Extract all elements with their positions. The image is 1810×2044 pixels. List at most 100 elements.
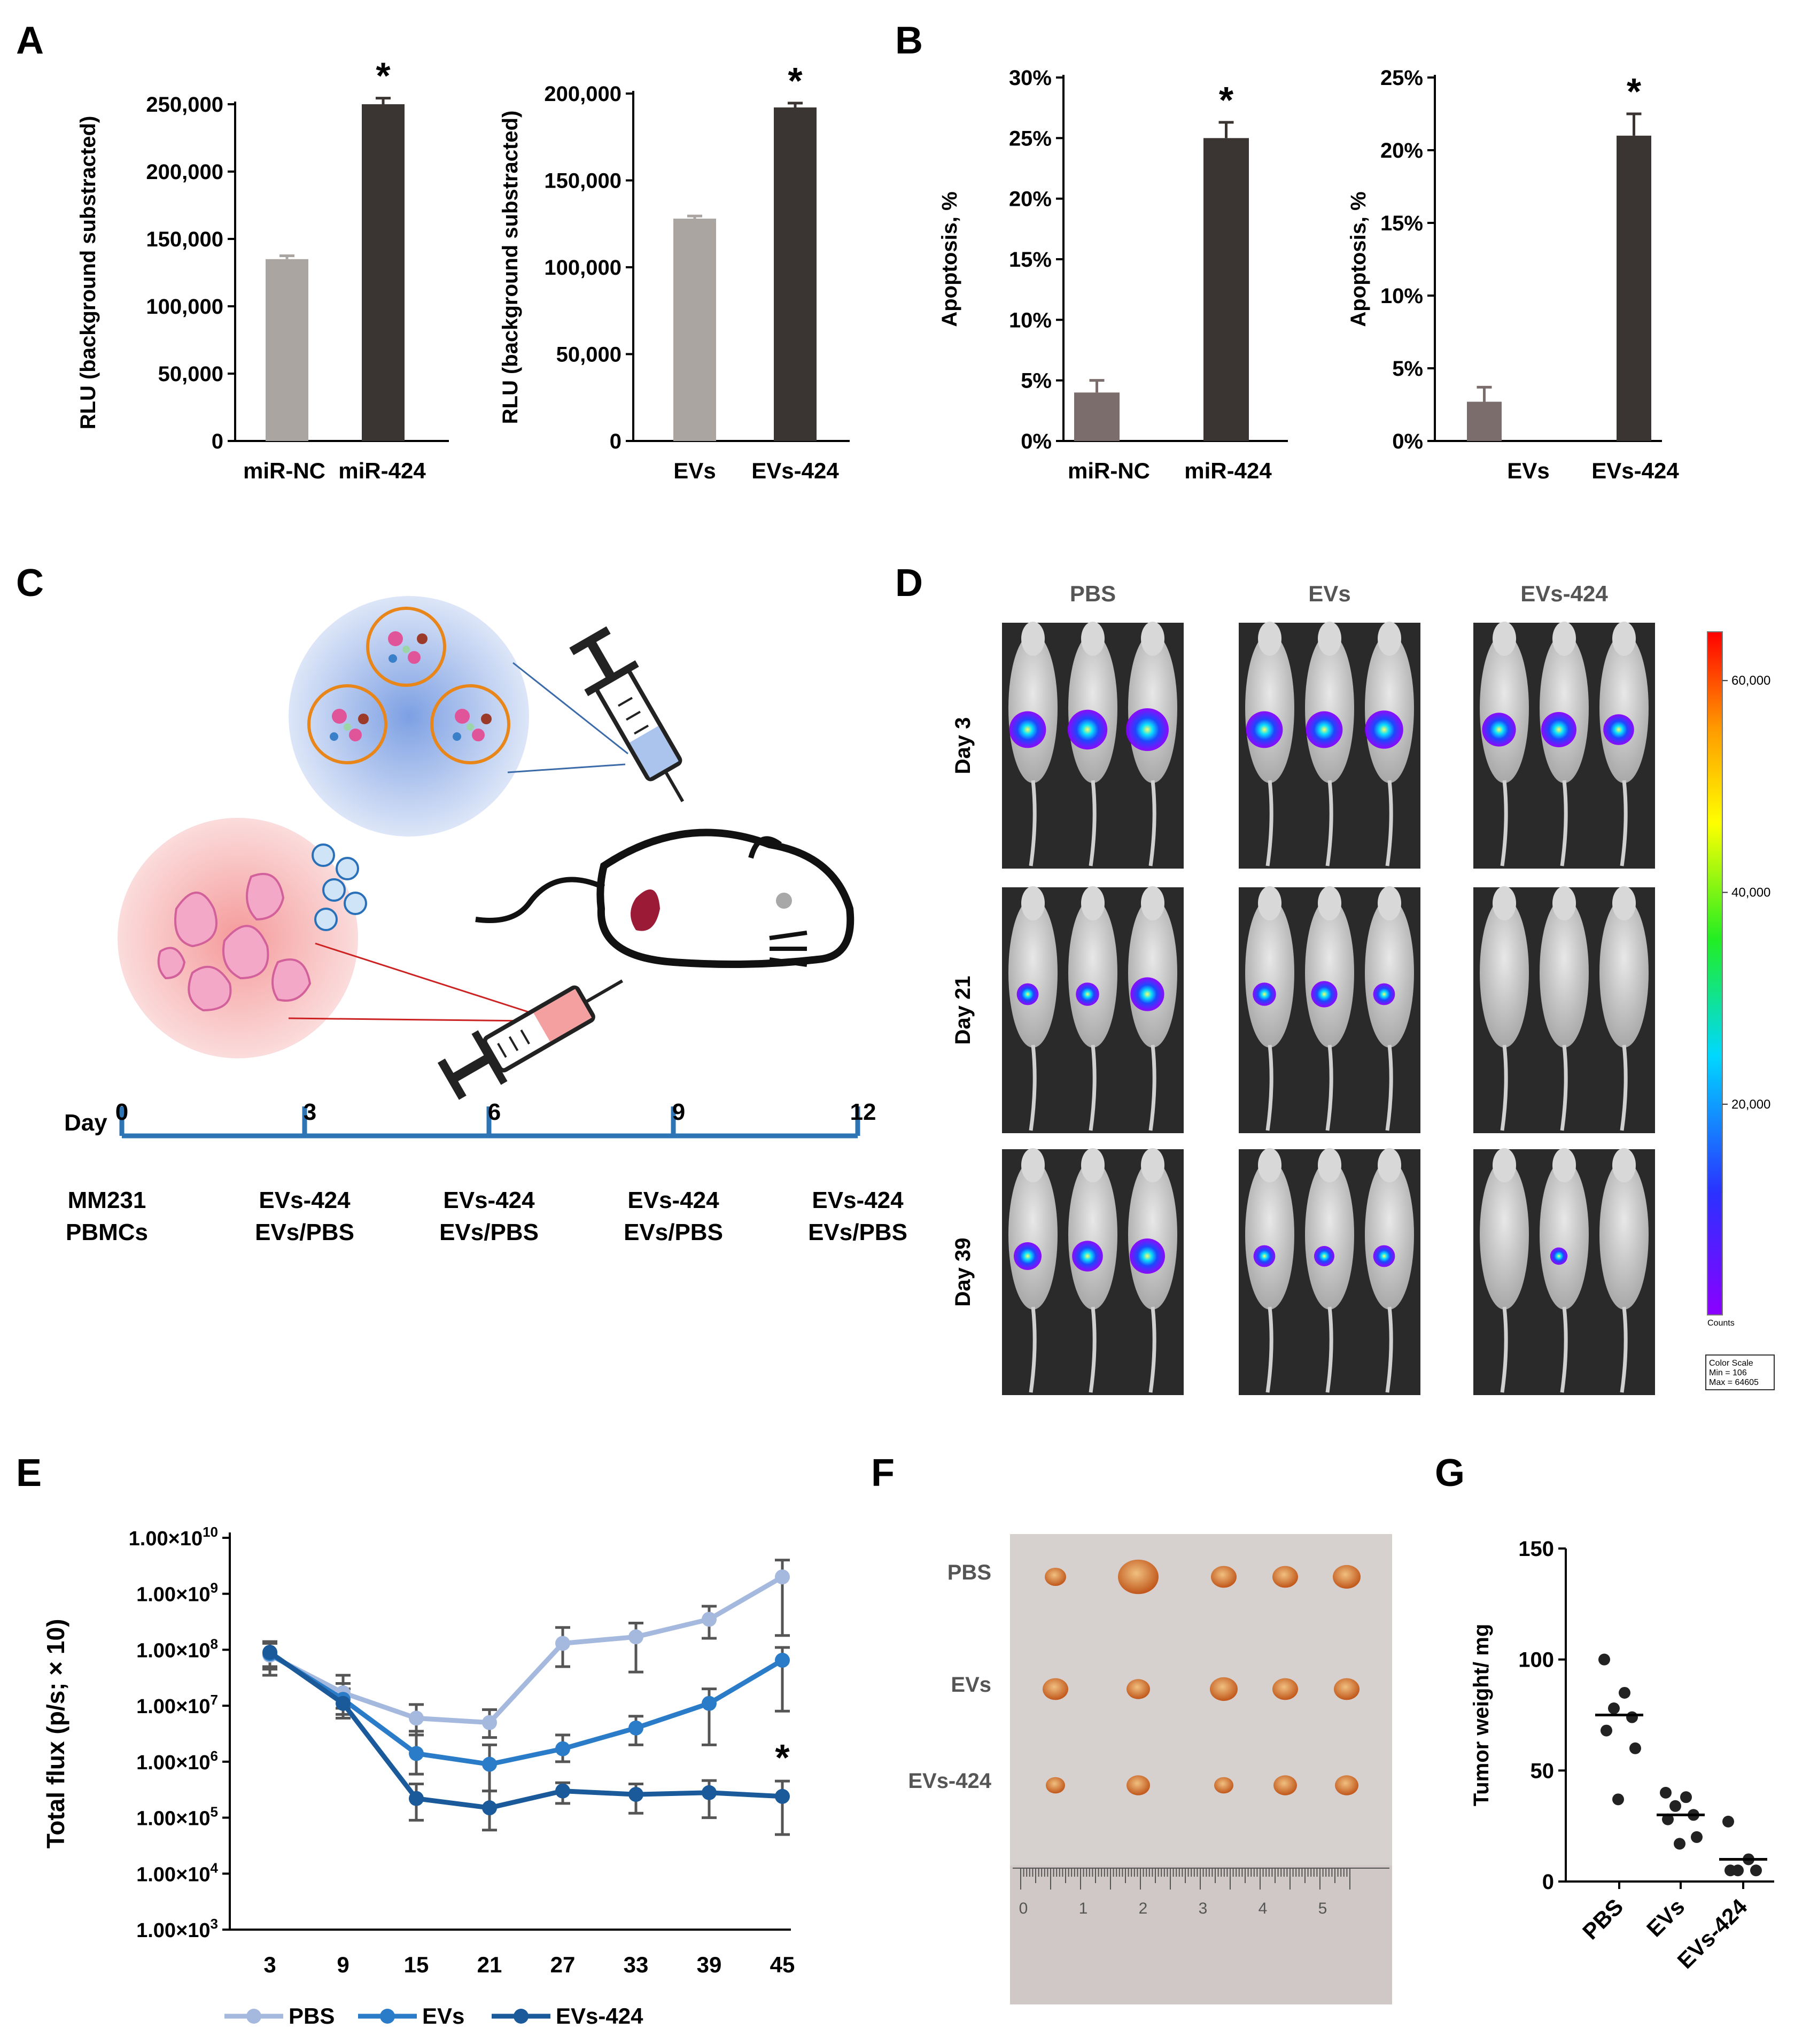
mouse-head [1081,622,1105,656]
imaging-column-label: EVs-424 [1520,581,1608,606]
x-tick-label: EVs [1642,1894,1689,1941]
timeline-event-label: MM231 [68,1187,146,1213]
y-axis-label: Apoptosis, % [1347,191,1370,327]
tumor [1045,1568,1066,1586]
y-axis-label: Tumor weight/ mg [1470,1624,1493,1806]
series-line [268,1652,784,1767]
luminescence-signal [1541,712,1576,747]
panel-f-tumor-photo: PBS EVs EVs-424 0 1 2 3 4 5 [908,1534,1392,2004]
mouse-head [1141,886,1164,920]
timeline-event-label: EVs-424 [259,1187,351,1213]
mouse-head [1081,1148,1105,1182]
mouse-head [1493,886,1516,920]
timeline-event-label: PBMCs [66,1219,148,1245]
legend-marker [246,2009,261,2024]
mouse-head [1258,622,1281,656]
timeline-event-label: EVs/PBS [439,1219,539,1245]
tumor [1210,1677,1238,1701]
x-tick-label: miR-NC [1068,458,1150,483]
x-tick-label: EVs-424 [751,458,839,483]
mouse-tail [1265,780,1273,866]
ruler-number: 4 [1259,1900,1268,1917]
luminescence-signal [1311,981,1338,1008]
panel-label-d: D [895,562,923,605]
tumor [1127,1679,1150,1699]
mouse-tail [1029,1044,1037,1131]
mouse-head [1612,1148,1636,1182]
mouse-silhouette [1480,898,1529,1048]
luminescence-signal [1130,1238,1165,1274]
mouse-silhouette [1365,898,1414,1048]
y-tick-label: 0% [1392,430,1423,453]
mouse-silhouette [1305,1160,1354,1310]
color-scale-box-line: Max = 64605 [1709,1378,1759,1387]
mouse-silhouette [1305,898,1354,1048]
y-tick-label: 20% [1009,188,1052,211]
mouse-tail [1325,780,1333,866]
luminescence-signal [1365,710,1403,749]
x-tick-label: 21 [477,1952,502,1977]
data-point [555,1636,570,1651]
data-point [1601,1724,1612,1737]
significance-asterisk: * [1219,79,1234,121]
data-point [336,1695,351,1711]
mouse-head [1378,886,1401,920]
tumor [1333,1565,1361,1589]
y-axis-label: Apoptosis, % [938,191,961,327]
data-point [1629,1742,1641,1754]
timeline-start-label: Day [64,1110,107,1136]
imaging-frame [1239,622,1420,869]
tumor-row-label: EVs [951,1673,991,1697]
y-tick-label: 50 [1531,1759,1555,1783]
ruler-number: 1 [1079,1900,1088,1917]
series-line [268,1650,783,1810]
x-tick-label: 15 [404,1952,429,1977]
panel-c-schematic: Day 0 MM231 PBMCs 3 EVs-424 EVs/PBS 6 EVs-424 EVs… [64,596,907,1245]
luminescence-signal [1014,1242,1042,1270]
y-tick-label: 30% [1009,66,1052,90]
mouse-head [1552,622,1576,656]
y-tick-label: 1.00×104 [136,1860,218,1886]
mouse-silhouette [1008,1160,1058,1310]
imaging-row-label: Day 39 [951,1238,975,1307]
mouse-silhouette [1245,898,1294,1048]
mouse-silhouette [1128,898,1177,1048]
luminescence-signal [1076,982,1099,1006]
data-point [628,1787,643,1802]
mouse-tail [1265,1306,1273,1393]
mouse-head [1021,1148,1045,1182]
y-tick-label: 1.00×109 [136,1580,218,1606]
tumor [1211,1566,1237,1588]
mouse-tail [1560,1306,1568,1393]
x-tick-label: EVs-424 [1591,458,1679,483]
mouse-head [1318,622,1341,656]
mouse-tail [1089,780,1097,866]
color-scale-bar [1707,631,1723,1315]
y-tick-label: 100,000 [544,256,622,280]
mouse-tail [1089,1306,1097,1393]
y-tick-label: 10% [1380,284,1423,308]
mouse-tail [1029,780,1037,866]
x-tick-label: 9 [337,1952,349,1977]
mouse-silhouette [1480,1160,1529,1310]
mouse-head [1258,1148,1281,1182]
mouse-tail [1265,1044,1273,1131]
luminescence-signal [1130,977,1164,1011]
y-tick-label: 150 [1518,1537,1554,1561]
y-tick-label: 1.00×105 [136,1804,218,1830]
x-tick-label: PBS [1578,1894,1628,1944]
bar-chart-b-left: 0% 5% 10% 15% 20% 25% 30% Apoptosis, % miR-NC miR… [938,66,1288,483]
mouse-silhouette [1068,1160,1117,1310]
timeline-event-label: EVs/PBS [808,1219,907,1245]
mouse-tail [1500,1306,1508,1393]
data-point [482,1715,497,1730]
mouse-tail [1385,1044,1393,1131]
mouse-head [1378,622,1401,656]
imaging-frame [1473,1148,1655,1395]
mouse-silhouette [1599,633,1649,783]
bar [1203,138,1249,441]
data-point [1674,1838,1685,1850]
timeline-event-label: EVs-424 [627,1187,719,1213]
tumor [1273,1775,1297,1795]
mouse-tail [1500,780,1508,866]
